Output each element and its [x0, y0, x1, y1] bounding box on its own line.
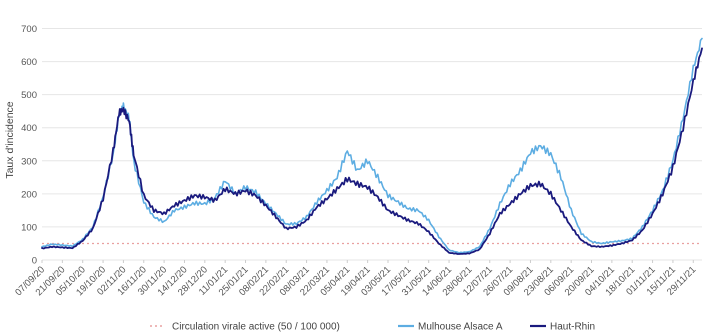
y-tick-label: 500	[21, 90, 37, 101]
series-line-haut-rhin	[41, 47, 703, 255]
y-axis-title: Taux d'incidence	[4, 101, 16, 178]
series-line-mulhouse-alsace-a	[41, 37, 703, 254]
x-axis-tick-labels: 07/09/2021/09/2005/10/2019/10/2002/11/20…	[13, 264, 698, 298]
y-tick-label: 200	[21, 189, 37, 200]
y-tick-label: 700	[21, 24, 37, 35]
legend: Circulation virale active (50 / 100 000)…	[150, 322, 595, 333]
y-tick-label: 300	[21, 156, 37, 167]
y-tick-label: 600	[21, 57, 37, 68]
legend-series1-label: Mulhouse Alsace A	[418, 322, 503, 333]
legend-series2-label: Haut-Rhin	[550, 322, 595, 333]
y-tick-label: 0	[32, 256, 37, 267]
gridlines	[41, 28, 702, 263]
y-axis-tick-labels: 0 100 200 300 400 500 600 700	[21, 24, 37, 266]
y-tick-label: 400	[21, 123, 37, 134]
legend-threshold-label: Circulation virale active (50 / 100 000)	[172, 322, 340, 333]
series-lines	[41, 37, 703, 255]
y-tick-label: 100	[21, 222, 37, 233]
